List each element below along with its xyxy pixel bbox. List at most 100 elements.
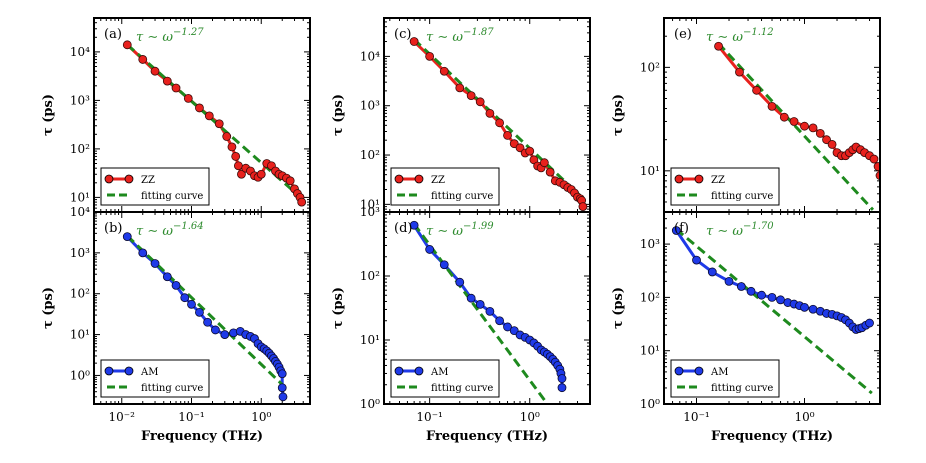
legend-marker xyxy=(674,174,684,184)
data-point xyxy=(439,66,449,76)
data-point xyxy=(776,295,785,305)
data-point xyxy=(808,304,818,314)
data-point xyxy=(439,260,449,270)
data-point xyxy=(757,290,766,300)
data-point xyxy=(495,118,505,128)
data-point xyxy=(869,154,879,164)
data-point xyxy=(545,167,555,177)
fitting-curve-line xyxy=(413,38,583,199)
y-axis-label: τ (ps) xyxy=(41,287,56,329)
data-point xyxy=(162,76,172,86)
plot-frame xyxy=(663,211,881,405)
panel-4: 10¹ 10² (e) τ ∼ ω−1.12 ZZ fitting curve τ (ps) xyxy=(611,17,881,213)
data-point xyxy=(495,316,505,326)
data-point xyxy=(767,101,777,111)
data-point xyxy=(171,280,181,290)
data-point xyxy=(195,103,204,113)
legend-marker xyxy=(414,174,424,184)
exponent-annotation: τ ∼ ω−1.27 xyxy=(136,27,204,45)
y-tick-label: 10¹ xyxy=(70,328,90,342)
legend-label-fit: fitting curve xyxy=(711,383,773,394)
y-tick-label: 10¹ xyxy=(640,344,660,358)
legend-label-data: ZZ xyxy=(711,175,725,186)
data-point xyxy=(714,41,723,51)
legend-box xyxy=(390,167,500,206)
data-point xyxy=(425,245,435,254)
data-point xyxy=(827,140,837,149)
data-point xyxy=(485,108,495,118)
x-tick-label: 10⁻¹ xyxy=(178,410,204,424)
y-tick-label: 10³ xyxy=(360,205,380,219)
data-point xyxy=(509,326,519,336)
annotation-prefix: τ ∼ ω xyxy=(136,224,173,239)
data-point xyxy=(485,306,495,316)
data-point xyxy=(865,318,874,328)
panel-1: 10⁰ 10¹ 10² 10³ 10⁴ 10⁻² 10⁻¹ 10⁰ (b) τ ∼ ω−1.64 A… xyxy=(41,205,311,444)
panel-5: 10⁰ 10¹ 10² 10³ 10⁻¹ 10⁰ (f) τ ∼ ω−1.70 AM fittin… xyxy=(611,211,881,444)
data-point xyxy=(455,277,465,287)
y-axis-label: τ (ps) xyxy=(331,287,346,329)
data-point xyxy=(285,176,295,186)
x-tick-label: 10⁻¹ xyxy=(683,410,709,424)
legend-label-fit: fitting curve xyxy=(431,383,493,394)
legend-label-data: AM xyxy=(430,367,448,378)
y-tick-label: 10⁰ xyxy=(640,397,660,411)
data-point xyxy=(557,374,567,383)
data-point xyxy=(203,317,212,327)
legend-marker xyxy=(674,366,684,376)
data-point xyxy=(277,369,287,379)
data-point xyxy=(692,255,701,265)
y-tick-label: 10⁰ xyxy=(70,368,90,382)
plot-frame xyxy=(93,211,311,405)
data-point xyxy=(171,83,181,93)
y-tick-label: 10¹ xyxy=(70,190,90,204)
legend-label-data: AM xyxy=(140,367,158,378)
legend-marker xyxy=(694,174,704,184)
legend-marker xyxy=(124,174,134,184)
data-point xyxy=(122,232,132,242)
data-point xyxy=(210,325,220,335)
legend-label-data: ZZ xyxy=(431,175,445,186)
y-tick-label: 10⁴ xyxy=(70,205,90,219)
panel-2: 10¹ 10² 10³ 10⁴ (c) τ ∼ ω−1.87 ZZ fitting curve… xyxy=(331,17,591,213)
y-tick-label: 10² xyxy=(640,60,660,74)
data-point xyxy=(150,259,160,268)
data-point xyxy=(815,129,825,138)
data-point xyxy=(466,293,476,303)
plot-area xyxy=(122,40,307,207)
plot-area xyxy=(714,41,880,211)
data-point xyxy=(466,91,476,101)
y-tick-label: 10¹ xyxy=(640,164,660,178)
data-point xyxy=(746,286,756,296)
series-line-zz xyxy=(717,45,880,176)
y-tick-label: 10¹ xyxy=(360,197,380,211)
data-point xyxy=(707,267,717,277)
panel-label: (a) xyxy=(104,27,122,42)
data-point xyxy=(800,121,809,131)
exponent-annotation: τ ∼ ω−1.70 xyxy=(706,221,774,239)
data-point xyxy=(277,383,287,393)
exponent-annotation: τ ∼ ω−1.64 xyxy=(136,221,204,239)
annotation-prefix: τ ∼ ω xyxy=(706,224,743,239)
y-tick-label: 10⁴ xyxy=(70,45,90,59)
data-point xyxy=(503,322,512,332)
x-tick-label: 10⁰ xyxy=(794,410,814,424)
data-point xyxy=(297,197,307,207)
panel-label: (c) xyxy=(394,27,411,42)
data-point xyxy=(525,146,535,156)
panel-label: (e) xyxy=(674,27,692,42)
legend-box xyxy=(670,359,780,398)
plot-area xyxy=(409,37,588,212)
exponent-annotation: τ ∼ ω−1.99 xyxy=(426,221,494,239)
data-point xyxy=(539,158,549,168)
data-point xyxy=(195,307,204,317)
panel-label: (f) xyxy=(674,221,689,236)
legend-label-fit: fitting curve xyxy=(141,383,203,394)
data-point xyxy=(138,55,148,64)
legend-box xyxy=(670,167,780,206)
data-point xyxy=(138,248,148,258)
data-point xyxy=(183,93,193,103)
legend-marker xyxy=(104,174,114,184)
data-point xyxy=(409,220,419,230)
